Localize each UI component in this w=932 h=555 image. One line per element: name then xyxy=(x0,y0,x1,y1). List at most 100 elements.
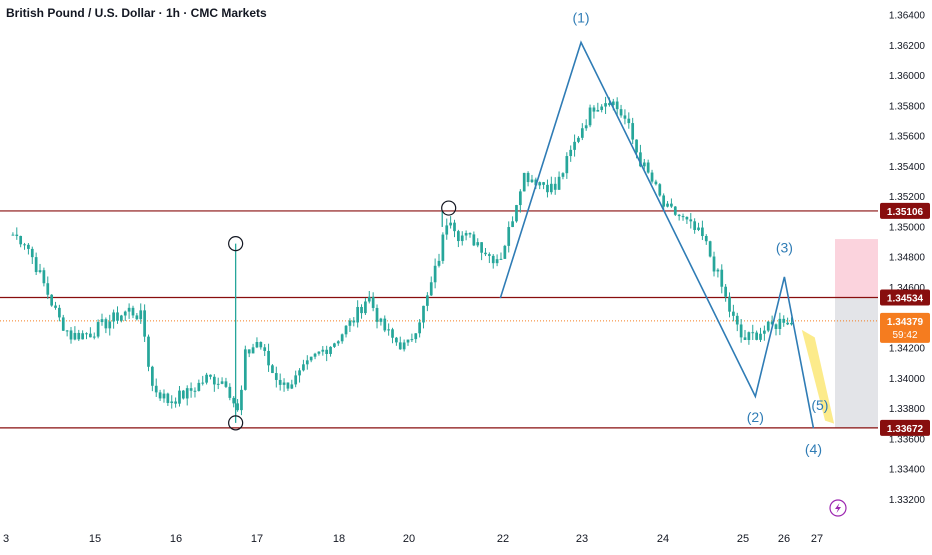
candle-body-76 xyxy=(305,360,309,365)
candle-body-105 xyxy=(418,322,421,334)
x-tick-8: 24 xyxy=(657,533,669,545)
candle-body-141 xyxy=(557,176,561,190)
y-tick-0: 1.33200 xyxy=(889,495,926,506)
candle-body-97 xyxy=(387,329,390,331)
candle-body-173 xyxy=(681,216,685,218)
candle-body-163 xyxy=(642,162,646,167)
candle-body-169 xyxy=(666,203,669,207)
target-zone-red xyxy=(835,239,878,298)
candle-body-117 xyxy=(464,233,468,236)
candle-body-139 xyxy=(549,183,553,193)
x-tick-2: 16 xyxy=(170,533,182,545)
candle-body-58 xyxy=(236,403,239,411)
candle-body-15 xyxy=(69,330,73,340)
candle-body-150 xyxy=(592,107,596,112)
candle-body-37 xyxy=(154,385,158,393)
candle-body-71 xyxy=(286,382,290,389)
candle-body-22 xyxy=(96,322,100,337)
candle-body-154 xyxy=(608,103,611,106)
candle-body-142 xyxy=(561,173,565,177)
candle-body-110 xyxy=(437,260,441,266)
candle-body-96 xyxy=(383,318,387,331)
candle-body-62 xyxy=(251,347,255,354)
candle-body-186 xyxy=(732,311,735,316)
x-tick-4: 18 xyxy=(333,533,345,545)
candle-body-86 xyxy=(344,325,348,335)
candle-body-127 xyxy=(503,245,507,259)
candle-body-123 xyxy=(488,254,491,256)
marker-circle-2 xyxy=(441,200,457,216)
x-tick-3: 17 xyxy=(251,533,263,545)
candle-body-93 xyxy=(371,296,375,308)
level-label-1: 1.34534 xyxy=(887,293,924,304)
level-tag-0 xyxy=(880,202,930,219)
candle-body-136 xyxy=(538,182,542,186)
level-tag-2 xyxy=(880,419,930,436)
candle-body-151 xyxy=(596,109,600,112)
candle-body-95 xyxy=(379,318,383,322)
candle-body-104 xyxy=(414,333,418,340)
candle-body-135 xyxy=(534,179,538,186)
candle-body-41 xyxy=(170,401,174,403)
candle-body-125 xyxy=(495,259,499,264)
candle-body-3 xyxy=(23,244,26,246)
candle-body-168 xyxy=(662,195,666,207)
candle-body-114 xyxy=(453,222,456,232)
candle-body-178 xyxy=(701,227,704,237)
marker-circle-1 xyxy=(228,415,244,431)
candle-body-73 xyxy=(294,375,298,385)
candle-body-83 xyxy=(333,343,336,347)
candle-body-130 xyxy=(515,205,518,222)
wave-label-0: (1) xyxy=(572,10,589,26)
candle-body-196 xyxy=(770,321,774,325)
candle-body-21 xyxy=(92,336,96,338)
current-price-countdown: 59:42 xyxy=(892,330,917,341)
candle-body-188 xyxy=(739,324,743,338)
candle-body-2 xyxy=(19,235,23,245)
candle-body-180 xyxy=(708,241,712,257)
candle-body-152 xyxy=(600,106,604,110)
candle-body-149 xyxy=(588,107,592,126)
candle-body-91 xyxy=(364,301,367,314)
lightning-icon-glyph xyxy=(835,503,841,513)
candle-body-18 xyxy=(81,333,84,340)
candle-body-185 xyxy=(728,296,731,312)
candle-body-69 xyxy=(278,379,282,385)
candle-body-54 xyxy=(220,381,224,384)
candle-body-10 xyxy=(50,294,54,306)
candle-body-197 xyxy=(774,324,778,330)
candle-body-120 xyxy=(476,242,480,246)
candle-body-30 xyxy=(127,307,131,312)
candle-body-171 xyxy=(673,206,677,215)
candle-body-128 xyxy=(507,227,511,246)
candle-body-129 xyxy=(511,221,514,228)
candle-body-98 xyxy=(391,329,394,338)
x-tick-9: 25 xyxy=(737,533,749,545)
candle-body-49 xyxy=(201,382,205,384)
candle-body-109 xyxy=(433,265,437,283)
candle-body-200 xyxy=(786,322,789,325)
candle-body-34 xyxy=(143,310,146,337)
candle-body-198 xyxy=(778,318,782,330)
candle-body-66 xyxy=(267,350,270,366)
candle-body-193 xyxy=(759,333,762,340)
candle-body-48 xyxy=(197,382,201,391)
candle-body-140 xyxy=(553,183,557,190)
candle-body-8 xyxy=(42,270,46,284)
candle-body-119 xyxy=(472,234,476,246)
candle-body-85 xyxy=(340,334,344,342)
y-tick-4: 1.34000 xyxy=(889,374,926,385)
candle-body-133 xyxy=(526,172,530,183)
elliott-wave-line xyxy=(499,40,815,429)
candle-body-101 xyxy=(402,342,406,350)
candle-body-165 xyxy=(650,172,654,182)
y-tick-14: 1.36000 xyxy=(889,71,926,82)
y-tick-15: 1.36200 xyxy=(889,41,926,52)
y-tick-5: 1.34200 xyxy=(889,344,926,355)
candle-body-153 xyxy=(604,103,607,107)
candle-body-65 xyxy=(263,347,267,351)
candle-body-53 xyxy=(216,383,220,385)
candle-body-195 xyxy=(766,321,770,331)
